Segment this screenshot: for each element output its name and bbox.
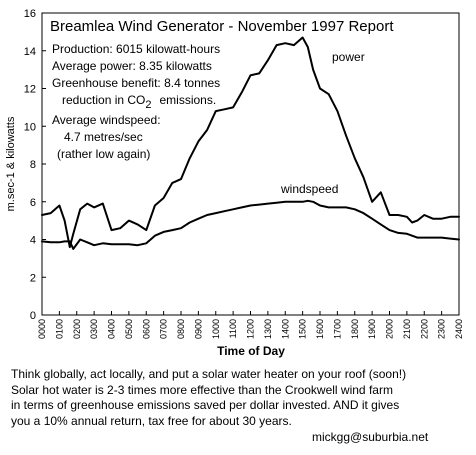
average-power-annotation: Average power: 8.35 kilowatts [52, 59, 212, 73]
x-tick-label: 1000 [211, 319, 221, 339]
x-tick-label: 1100 [228, 319, 238, 338]
y-tick-label: 2 [30, 272, 36, 284]
x-tick-label: 0100 [54, 319, 64, 339]
x-axis-ticks: 0000 0100 0200 0300 0400 0500 0600 0700 0800 0900… [37, 311, 464, 339]
x-axis-label: Time of Day [217, 344, 285, 358]
co2-reduction-annotation: reduction in CO2 emissions. [62, 93, 216, 111]
y-tick-label: 0 [30, 310, 36, 322]
co2-subscript: 2 [145, 99, 151, 111]
average-windspeed-annotation: Average windspeed: [52, 113, 161, 127]
x-tick-label: 2300 [437, 319, 447, 339]
x-tick-label: 1300 [263, 319, 273, 339]
y-axis-ticks: 0 2 4 6 8 10 12 14 16 [24, 8, 46, 322]
x-tick-label: 2100 [402, 319, 412, 339]
x-tick-label: 0400 [107, 319, 117, 339]
series-layer [41, 36, 460, 250]
x-tick-label: 1900 [367, 319, 377, 339]
author-email: mickgg@suburbia.net [312, 430, 429, 444]
x-tick-label: 0900 [193, 319, 203, 339]
chart-title: Breamlea Wind Generator - November 1997 … [50, 18, 394, 35]
windspeed-value-annotation: 4.7 metres/sec [64, 130, 143, 144]
windspeed-comment-annotation: (rather low again) [57, 147, 150, 161]
plot-area [41, 12, 460, 316]
power-series-label: power [332, 50, 365, 64]
x-tick-label: 2000 [385, 319, 395, 339]
co2-suffix: emissions. [160, 93, 217, 107]
x-tick-label: 1400 [280, 319, 290, 339]
x-tick-label: 0800 [176, 319, 186, 339]
power-line [41, 36, 460, 249]
x-tick-label: 0700 [159, 319, 169, 339]
x-tick-label: 1200 [246, 319, 256, 339]
footer-note: Think globally, act locally, and put a s… [11, 367, 471, 429]
x-tick-label: 2400 [454, 319, 464, 339]
x-tick-label: 2200 [419, 319, 429, 339]
y-tick-label: 6 [30, 197, 36, 209]
y-tick-label: 8 [30, 159, 36, 171]
windspeed-line [41, 199, 460, 250]
footer-line: Think globally, act locally, and put a s… [11, 367, 407, 381]
co2-prefix: reduction in CO [62, 93, 145, 107]
chart: 0 2 4 6 8 10 12 14 16 0000 0100 0200 0300 0400 0500 06… [5, 8, 464, 358]
y-tick-label: 14 [24, 46, 36, 58]
x-tick-label: 0200 [72, 319, 82, 339]
x-tick-label: 1800 [350, 319, 360, 339]
x-tick-label: 1500 [298, 319, 308, 339]
y-axis-label: m.sec-1 & kilowatts [5, 116, 17, 211]
production-annotation: Production: 6015 kilowatt-hours [52, 42, 220, 56]
x-tick-label: 0000 [37, 319, 47, 339]
x-tick-label: 1600 [315, 319, 325, 339]
y-tick-label: 12 [24, 84, 36, 96]
x-tick-label: 0300 [89, 319, 99, 339]
footer-line: in terms of greenhouse emissions saved p… [11, 398, 400, 412]
info-box: Production: 6015 kilowatt-hours Average … [52, 42, 220, 161]
greenhouse-benefit-annotation: Greenhouse benefit: 8.4 tonnes [52, 76, 220, 90]
x-tick-label: 0600 [141, 319, 151, 339]
footer-line: Solar hot water is 2-3 times more effect… [11, 382, 393, 397]
x-tick-label: 0500 [124, 319, 134, 339]
y-tick-label: 4 [30, 235, 36, 247]
x-tick-label: 1700 [332, 319, 342, 339]
windspeed-series-label: windspeed [280, 182, 338, 196]
y-tick-label: 10 [24, 121, 36, 133]
y-tick-label: 16 [24, 8, 36, 20]
footer-line: you a 10% annual return, tax free for ab… [11, 413, 292, 428]
